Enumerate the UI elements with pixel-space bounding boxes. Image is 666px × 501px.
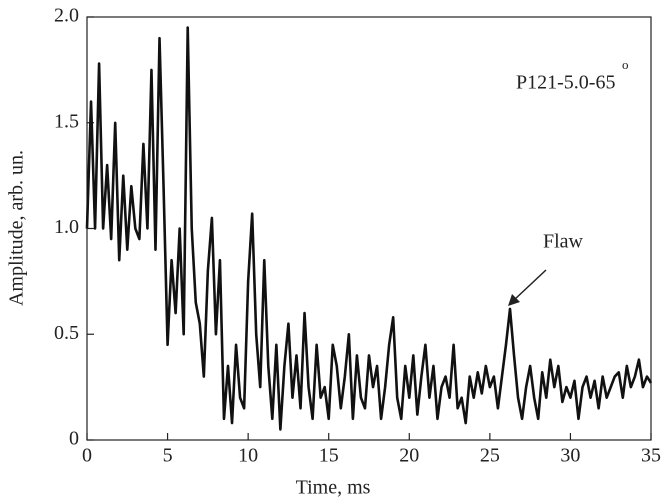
x-tick-label: 15 (319, 445, 339, 467)
x-tick-label: 10 (238, 445, 258, 467)
y-tick-label: 0 (69, 428, 79, 450)
arrow-head (508, 294, 520, 306)
y-tick-label: 0.5 (54, 322, 79, 344)
annotation: Flaw (543, 231, 584, 253)
x-tick-label: 35 (641, 445, 661, 467)
y-tick-label: 1.0 (54, 216, 79, 238)
annotation-arrow (513, 269, 547, 301)
y-tick-label: 1.5 (54, 110, 79, 132)
signal-line (85, 26, 653, 431)
x-tick-label: 20 (399, 445, 419, 467)
x-tick-label: 0 (82, 445, 92, 467)
annotation: P121-5.0-65 (516, 72, 615, 94)
x-axis-label: Time, ms (296, 477, 371, 499)
x-tick-label: 5 (163, 445, 173, 467)
x-tick-label: 30 (560, 445, 580, 467)
x-tick-label: 25 (480, 445, 500, 467)
annotation-superscript: o (622, 57, 629, 72)
y-tick-label: 2.0 (54, 5, 79, 27)
y-axis-label: Amplitude, arb. un. (6, 150, 28, 306)
